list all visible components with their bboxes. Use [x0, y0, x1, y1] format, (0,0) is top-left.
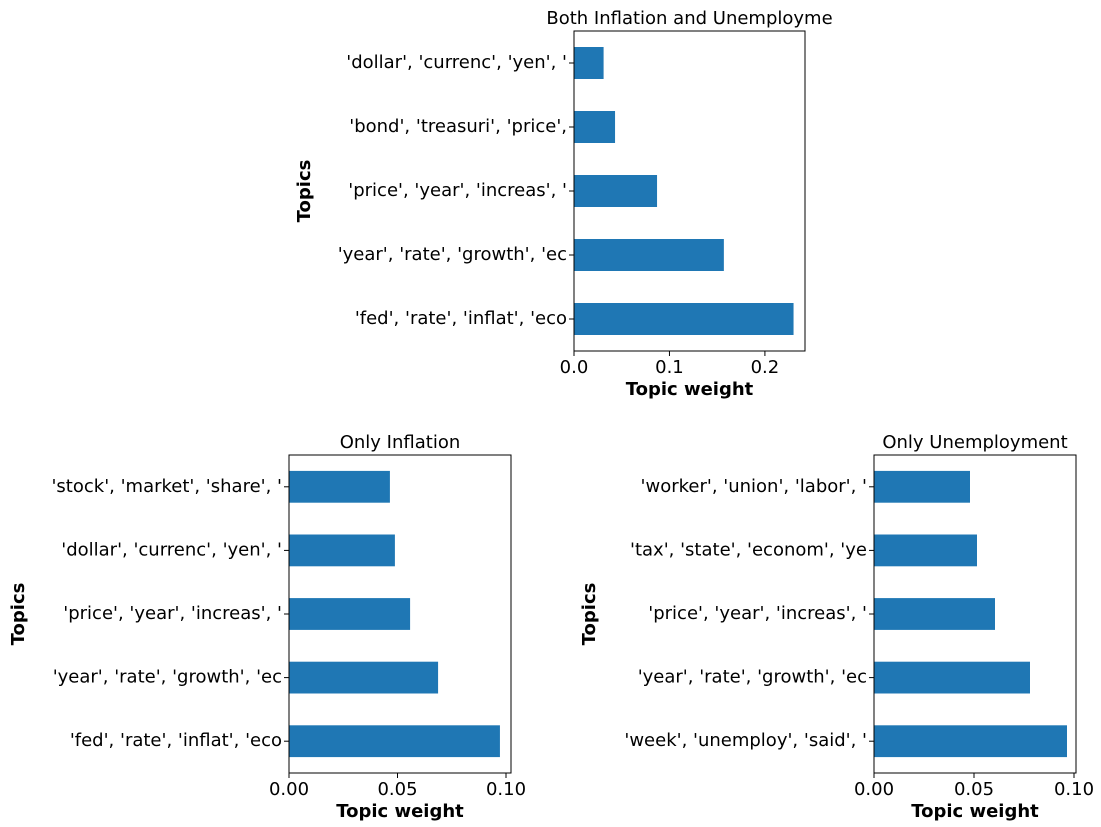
y-tick-label: 'price', 'year', 'increas', ' [648, 603, 867, 624]
y-tick-label: 'year', 'rate', 'growth', 'ec [638, 667, 867, 688]
y-tick-label: 'tax', 'state', 'econom', 'ye [630, 539, 867, 560]
x-tick-label: 0.0 [560, 357, 589, 378]
y-tick-label: 'dollar', 'currenc', 'yen', ' [61, 539, 282, 560]
x-axis-label: Topic weight [626, 379, 754, 400]
x-tick-label: 0.10 [486, 779, 526, 800]
x-tick-label: 0.1 [655, 357, 684, 378]
chart-title: Only Inflation [340, 432, 461, 453]
bar [289, 598, 411, 630]
x-tick-label: 0.2 [751, 357, 780, 378]
bar [574, 175, 658, 207]
bar [289, 470, 390, 503]
y-tick-label: 'dollar', 'currenc', 'yen', ' [346, 52, 567, 73]
y-tick-label: 'price', 'year', 'increas', ' [63, 603, 282, 624]
bar [289, 725, 500, 758]
x-tick-label: 0.10 [1054, 779, 1094, 800]
bar [874, 598, 995, 630]
bar [874, 661, 1030, 694]
y-tick-label: 'price', 'year', 'increas', ' [348, 180, 567, 201]
y-tick-label: 'stock', 'market', 'share', ' [51, 476, 282, 497]
y-tick-label: 'week', 'unemploy', 'said', ' [624, 730, 867, 751]
bar [574, 303, 794, 335]
bar [574, 111, 616, 143]
axes-frame [288, 454, 512, 774]
axes-frame [873, 454, 1077, 774]
bar [874, 725, 1067, 758]
x-tick-label: 0.00 [854, 779, 894, 800]
bar [874, 470, 970, 503]
x-tick-label: 0.05 [377, 779, 417, 800]
y-axis-label: Topics [294, 160, 315, 223]
bar [574, 239, 724, 271]
y-axis-label: Topics [8, 583, 29, 646]
bar [289, 661, 439, 694]
y-tick-label: 'bond', 'treasuri', 'price', [349, 116, 567, 137]
x-axis-label: Topic weight [911, 801, 1039, 822]
y-tick-label: 'worker', 'union', 'labor', ' [641, 476, 867, 497]
x-tick-label: 0.05 [954, 779, 994, 800]
x-axis-label: Topic weight [336, 801, 464, 822]
x-tick-label: 0.00 [269, 779, 309, 800]
bar [874, 534, 977, 567]
y-tick-label: 'year', 'rate', 'growth', 'ec [53, 667, 282, 688]
y-tick-label: 'fed', 'rate', 'inflat', 'eco [355, 308, 567, 329]
y-axis-label: Topics [579, 583, 600, 646]
y-tick-label: 'year', 'rate', 'growth', 'ec [338, 244, 567, 265]
y-tick-label: 'fed', 'rate', 'inflat', 'eco [70, 730, 282, 751]
bar [574, 47, 604, 79]
axes-frame [573, 30, 806, 352]
bar [289, 534, 395, 567]
chart-title: Only Unemployment [882, 432, 1067, 453]
chart-title: Both Inflation and Unemployme [546, 8, 832, 29]
